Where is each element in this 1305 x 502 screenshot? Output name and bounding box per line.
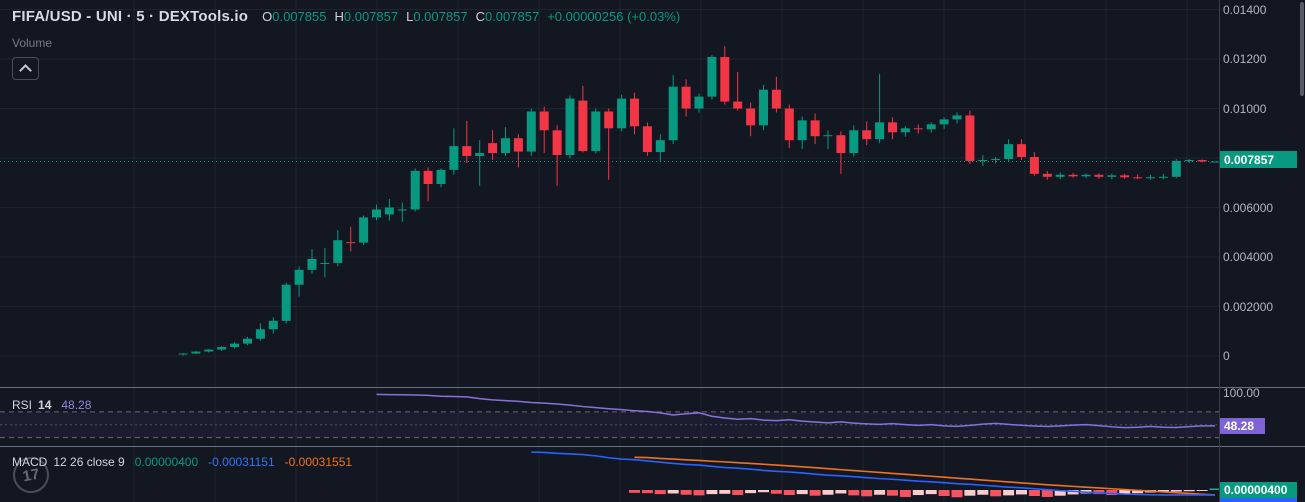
macd-line-badge	[1220, 498, 1297, 502]
price-axis-label: 0.01400	[1223, 2, 1267, 17]
rsi-value-badge: 48.28	[1220, 418, 1265, 434]
price-axis-label: 0.006000	[1223, 200, 1274, 215]
rsi-name: RSI	[12, 398, 33, 412]
low-value: 0.007857	[413, 9, 468, 24]
price-axis-label: 0.01200	[1223, 52, 1267, 66]
high-label: H	[334, 9, 344, 24]
rsi-period: 14	[38, 398, 52, 412]
collapse-pane-button[interactable]	[12, 57, 39, 80]
price-change: +0.00000256 (+0.03%)	[547, 9, 681, 24]
price-axis-label: 0.002000	[1223, 299, 1274, 314]
current-price-badge: 0.007857	[1220, 151, 1297, 168]
rsi-current-value: 48.28	[61, 398, 92, 412]
macd-signal-value: -0.00031551	[284, 455, 353, 469]
macd-name: MACD	[12, 455, 48, 469]
close-value: 0.007857	[484, 9, 540, 24]
macd-hist-badge: 0.00000400	[1220, 482, 1297, 498]
price-axis-label: 0.004000	[1223, 250, 1274, 264]
low-label: L	[406, 9, 414, 24]
price-axis-label: 0.01000	[1223, 101, 1267, 116]
volume-indicator-label[interactable]: Volume	[12, 36, 53, 50]
open-value: 0.007855	[272, 9, 327, 24]
price-axis-label: 0	[1223, 349, 1230, 363]
vertical-scrollbar-thumb[interactable]	[1300, 2, 1304, 96]
ohlc-readout: O0.007855 H0.007857 L0.007857 C0.007857	[262, 9, 539, 24]
chevron-up-icon	[19, 63, 32, 77]
chart-header: FIFA/USD - UNI · 5 · DEXTools.io O0.0078…	[12, 8, 680, 25]
macd-params: 12 26 close 9	[53, 455, 125, 469]
rsi-axis-label-100: 100.00	[1223, 386, 1260, 400]
symbol-title[interactable]: FIFA/USD - UNI · 5 · DEXTools.io	[12, 8, 249, 25]
macd-line-value: -0.00031151	[208, 455, 275, 469]
high-value: 0.007857	[343, 9, 399, 24]
macd-hist-value: 0.00000400	[134, 455, 199, 469]
open-label: O	[262, 9, 273, 24]
rsi-indicator-label[interactable]: RSI 14 48.28	[12, 398, 91, 412]
macd-indicator-label[interactable]: MACD 12 26 close 9 0.00000400 -0.00031151 -0…	[12, 455, 352, 469]
close-label: C	[475, 9, 485, 24]
